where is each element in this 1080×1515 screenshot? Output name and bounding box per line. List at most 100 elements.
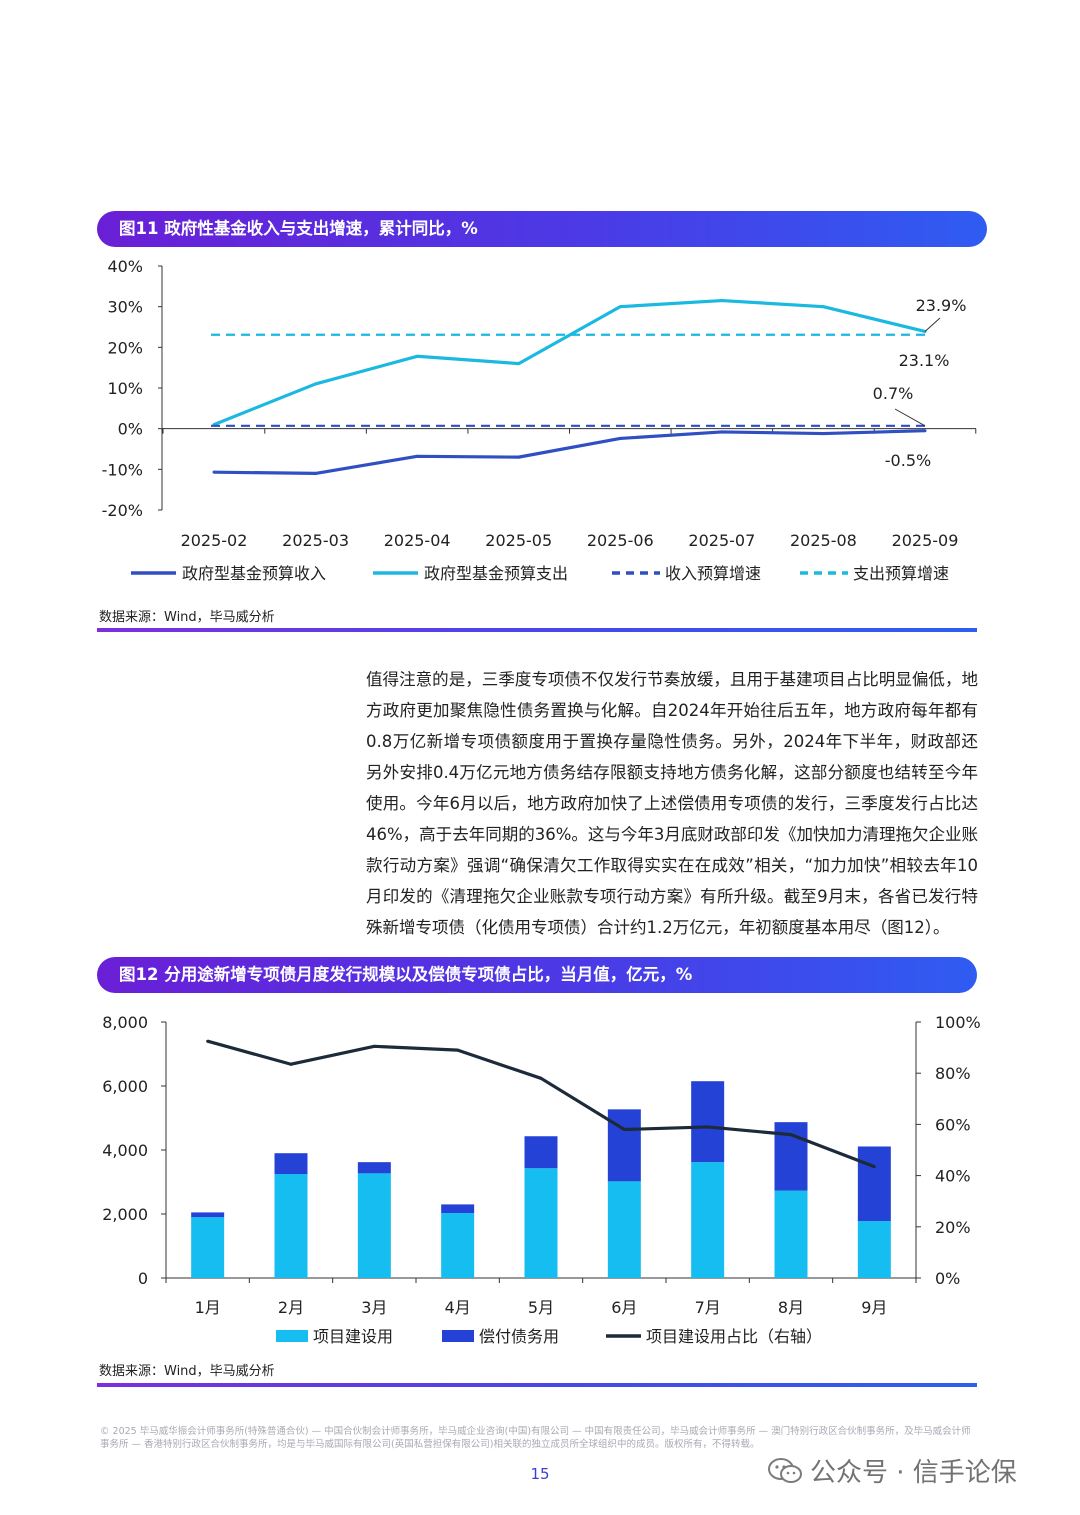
legend-label: 政府型基金预算收入 <box>182 564 326 583</box>
series-1-point <box>314 382 318 386</box>
series-0-point <box>923 429 927 433</box>
y-tick-label: -20% <box>102 501 143 520</box>
series-0-point <box>517 455 521 459</box>
legend-label: 偿付债务用 <box>479 1327 559 1346</box>
y-tick-label: 0% <box>118 420 143 439</box>
annotation-label: -0.5% <box>885 451 931 470</box>
ratio-point <box>706 1125 710 1129</box>
ratio-point <box>622 1128 626 1132</box>
x-tick-label: 2025-02 <box>181 531 248 550</box>
x-tick-label: 1月 <box>195 1298 221 1317</box>
bar-project <box>607 1181 641 1278</box>
annotation-label: 0.7% <box>873 384 914 403</box>
x-tick-label: 8月 <box>778 1298 804 1317</box>
bar-project <box>357 1173 391 1278</box>
x-tick-label: 2月 <box>278 1298 304 1317</box>
bar-repay <box>191 1212 225 1218</box>
y-tick-label: 40% <box>107 257 143 276</box>
y2-tick-label: 80% <box>935 1064 971 1083</box>
x-tick-label: 2025-06 <box>587 531 654 550</box>
y-tick-label: 30% <box>107 298 143 317</box>
bar-repay <box>607 1109 641 1182</box>
ratio-point <box>789 1133 793 1137</box>
bar-repay <box>357 1162 391 1174</box>
legend-label: 收入预算增速 <box>665 564 761 583</box>
bar-repay <box>857 1146 891 1222</box>
series-1-point <box>618 305 622 309</box>
bar-project <box>774 1190 808 1278</box>
annotation-leader <box>924 317 941 332</box>
figure11-chart: 40% 30% 20% 10% 0% -10% -20% 2025-02 2025-03 2025… <box>102 257 977 583</box>
annotation-leader <box>894 408 926 427</box>
x-tick-label: 3月 <box>361 1298 387 1317</box>
x-tick-label: 2025-07 <box>688 531 755 550</box>
y2-tick-label: 0% <box>935 1269 960 1288</box>
ratio-point <box>539 1076 543 1080</box>
y-tick-label: 10% <box>107 379 143 398</box>
bar-project <box>524 1168 558 1278</box>
figure12-divider <box>97 1383 977 1387</box>
x-tick-label: 2025-08 <box>790 531 857 550</box>
series-1-point <box>720 299 724 303</box>
ratio-point <box>289 1062 293 1066</box>
body-paragraph: 值得注意的是，三季度专项债不仅发行节奏放缓，且用于基建项目占比明显偏低，地方政府… <box>366 670 978 937</box>
bar-project <box>441 1213 475 1278</box>
ratio-point <box>872 1165 876 1169</box>
y-tick-label: 4,000 <box>102 1141 148 1160</box>
x-tick-label: 4月 <box>445 1298 471 1317</box>
y-tick-label: 6,000 <box>102 1077 148 1096</box>
bar-repay <box>524 1136 558 1169</box>
footer-copyright: © 2025 毕马威华振会计师事务所(特殊普通合伙) — 中国合伙制会计师事务所… <box>100 1426 971 1450</box>
y-tick-label: -10% <box>102 460 143 479</box>
watermark: 公众号 · 信手论保 <box>768 1452 1017 1489</box>
wechat-icon <box>768 1457 802 1483</box>
y-tick-label: 20% <box>107 338 143 357</box>
annotation-label: 23.9% <box>916 296 967 315</box>
watermark-text: 公众号 · 信手论保 <box>810 1458 1017 1488</box>
y2-tick-label: 100% <box>935 1013 981 1032</box>
bar-repay <box>441 1204 475 1214</box>
y2-tick-label: 40% <box>935 1167 971 1186</box>
ratio-point <box>206 1039 210 1043</box>
series-1-point <box>821 305 825 309</box>
series-1-line <box>213 298 926 427</box>
figure12-source: 数据来源：Wind，毕马威分析 <box>99 1364 275 1379</box>
series-0-point <box>618 436 622 440</box>
figure12-title: 图12 分用途新增专项债月度发行规模以及偿债专项债占比，当月值，亿元，% <box>97 957 977 993</box>
x-tick-label: 7月 <box>695 1298 721 1317</box>
bar-project <box>274 1174 308 1278</box>
figure11-title: 图11 政府性基金收入与支出增速，累计同比，% <box>97 211 987 247</box>
legend-swatch <box>276 1330 308 1342</box>
legend-label: 支出预算增速 <box>853 564 949 583</box>
bar-project <box>191 1217 225 1278</box>
x-tick-label: 6月 <box>611 1298 637 1317</box>
ratio-point <box>456 1048 460 1052</box>
legend-swatch <box>442 1330 474 1342</box>
figure11-divider <box>97 628 977 632</box>
legend-label: 政府型基金预算支出 <box>424 564 568 583</box>
series-1-point <box>517 362 521 366</box>
ratio-point <box>372 1044 376 1048</box>
series-0-point <box>821 432 825 436</box>
x-tick-label: 2025-03 <box>282 531 349 550</box>
bar-repay <box>691 1081 725 1163</box>
series-0-point <box>415 454 419 458</box>
bar-project <box>691 1162 725 1278</box>
legend-label: 项目建设用 <box>313 1327 393 1346</box>
y2-tick-label: 60% <box>935 1115 971 1134</box>
page-number: 15 <box>530 1465 550 1483</box>
y2-tick-label: 20% <box>935 1218 971 1237</box>
figure12-chart: 8,000 6,000 4,000 2,000 0 100% 80% 60% 40% 20% 0% 1… <box>102 1013 981 1346</box>
legend-label: 项目建设用占比（右轴） <box>646 1327 822 1346</box>
series-1-point <box>415 354 419 358</box>
y-tick-label: 2,000 <box>102 1205 148 1224</box>
figure11-source: 数据来源：Wind，毕马威分析 <box>99 610 275 625</box>
annotation-label: 23.1% <box>899 351 950 370</box>
series-0-point <box>720 430 724 434</box>
series-0-point <box>314 471 318 475</box>
x-tick-label: 2025-04 <box>384 531 451 550</box>
x-tick-label: 9月 <box>861 1298 887 1317</box>
x-tick-label: 2025-09 <box>892 531 959 550</box>
bar-repay <box>274 1153 308 1174</box>
bar-project <box>857 1221 891 1278</box>
